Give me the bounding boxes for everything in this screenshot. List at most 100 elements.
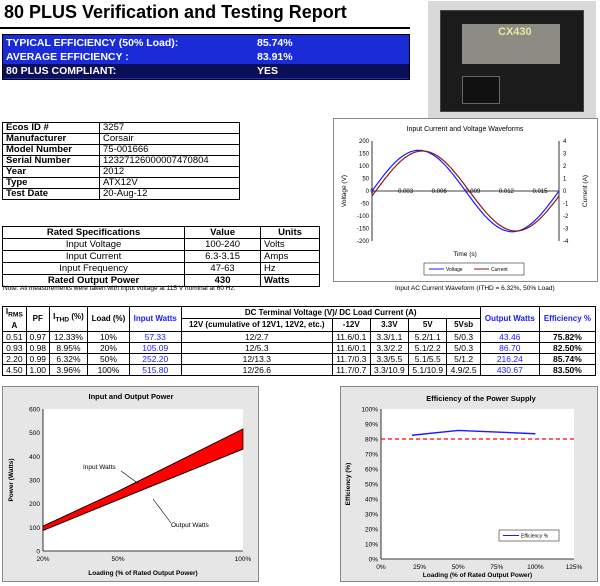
efficiency-summary-box: TYPICAL EFFICIENCY (50% Load): 85.74% AV… [2, 34, 410, 80]
cell-v12: 12/13.3 [180, 352, 333, 365]
y-tick-label: 0 [36, 549, 40, 556]
y2-tick-label: 4 [563, 139, 567, 145]
report-title: 80 PLUS Verification and Testing Report [4, 2, 347, 22]
table-row: Ecos ID #3257 [2, 122, 240, 134]
x-tick-label: 0.006 [432, 189, 448, 195]
x-tick-label: 0.012 [499, 189, 515, 195]
y-tick-label: 70% [365, 452, 378, 459]
table-header-row: Rated Specifications Value Units [1, 226, 320, 239]
table-row: Input Frequency 47-63 Hz [1, 262, 320, 275]
spec-value: 100-240 [184, 238, 262, 251]
y-tick-label: 400 [29, 454, 40, 461]
info-value: ATX12V [99, 177, 240, 189]
x-tick-label: 0% [376, 564, 386, 571]
typical-efficiency-label: TYPICAL EFFICIENCY (50% Load): [6, 37, 179, 49]
spec-unit: Hz [260, 262, 320, 275]
product-info-table: Ecos ID #3257 Manufacturer Corsair Model … [2, 122, 240, 200]
y2-tick-label: -1 [563, 202, 569, 208]
x-axis-label: Time (s) [453, 251, 477, 258]
series-line-efficiency [411, 429, 536, 436]
legend-label-current: Current [491, 267, 508, 273]
table-row: Test Date 20-Aug-12 [2, 188, 240, 200]
info-key: Ecos ID # [2, 122, 100, 134]
cell-irms: 0.93 [2, 341, 27, 354]
cell-v33: 3.3/10.9 [369, 363, 410, 376]
cell-input: 57.33 [128, 330, 182, 343]
table-row: Input Current 6.3-3.15 Amps [1, 250, 320, 263]
x-axis-label: Loading (% of Rated Output Power) [423, 572, 532, 579]
measurements-table: IRMS A PF ITHD (%) Load (%) Input Watts D… [2, 305, 597, 376]
x-tick-label: 0.015 [532, 189, 548, 195]
dc-col-5v: 5V [408, 318, 448, 332]
cell-v12: 12/26.6 [180, 363, 333, 376]
spec-value: 47-63 [184, 262, 262, 275]
cell-v33: 3.3/1.1 [369, 330, 410, 343]
table-row: 2.20 0.99 6.32% 50% 252.20 12/13.3 11.7/0.3 3.3… [2, 352, 597, 365]
cell-pf: 0.99 [25, 352, 50, 365]
y-tick-label: 600 [29, 407, 40, 414]
info-value: 3257 [99, 122, 240, 134]
title-divider [0, 27, 410, 29]
spec-name: Input Voltage [1, 238, 186, 251]
input-watts-header: Input Watts [128, 306, 182, 332]
y-tick-label: 100% [361, 407, 378, 414]
cell-ithd: 6.32% [48, 352, 89, 365]
annotation-input-watts: Input Watts [83, 464, 116, 471]
table-row: 0.93 0.98 8.95% 20% 105.09 12/5.3 11.6/0.1 3.3/… [2, 341, 597, 354]
spec-header: Value [184, 226, 262, 239]
y2-tick-label: 2 [563, 164, 567, 170]
cell-v5sb: 5/0.3 [446, 341, 481, 354]
cell-v5sb: 5/0.3 [446, 330, 481, 343]
cell-vm12: 11.7/0.7 [331, 363, 371, 376]
load-header: Load (%) [87, 306, 130, 332]
y-tick-label: 30% [365, 512, 378, 519]
cell-input: 105.09 [128, 341, 182, 354]
cell-output: 43.46 [479, 330, 540, 343]
series-line-input [42, 428, 244, 527]
cell-vm12: 11.7/0.3 [331, 352, 371, 365]
y-tick-label: -200 [357, 239, 370, 245]
psu-power-socket [462, 76, 500, 104]
y-tick-label: 10% [365, 542, 378, 549]
cell-v5: 5.1/5.5 [408, 352, 448, 365]
annotation-leader-output [152, 498, 172, 524]
output-watts-header: Output Watts [479, 306, 540, 332]
cell-eff: 82.50% [538, 341, 597, 354]
cell-output: 86.70 [479, 341, 540, 354]
y-tick-label: 90% [365, 422, 378, 429]
cell-v33: 3.3/5.5 [369, 352, 410, 365]
cell-input: 515.80 [128, 363, 182, 376]
ithd-main: I [53, 312, 56, 321]
cell-eff: 83.50% [538, 363, 597, 376]
y-tick-label: 50% [365, 482, 378, 489]
typical-efficiency-row: TYPICAL EFFICIENCY (50% Load): 85.74% [3, 36, 409, 50]
y2-tick-label: -3 [563, 227, 569, 233]
y-tick-label: 150 [359, 152, 370, 158]
waveform-chart: Input Current and Voltage Waveforms 200 15… [333, 118, 598, 282]
info-key: Test Date [2, 188, 100, 200]
irms-unit: A [11, 320, 18, 330]
y-tick-label: 100 [359, 164, 370, 170]
info-key: Year [2, 166, 100, 178]
cell-vm12: 11.6/0.1 [331, 330, 371, 343]
table-row: 4.50 1.00 3.96% 100% 515.80 12/26.6 11.7/0.7 3.… [2, 363, 597, 376]
spec-unit: Watts [260, 274, 320, 287]
y-tick-label: 80% [365, 437, 378, 444]
compliance-label: 80 PLUS COMPLIANT: [6, 65, 117, 77]
cell-pf: 0.98 [25, 341, 50, 354]
x-tick-label: 0 [370, 189, 374, 195]
legend-label-voltage: Voltage [446, 267, 463, 273]
dc-header: DC Terminal Voltage (V)/ DC Load Current… [180, 305, 481, 320]
spec-header: Units [260, 226, 320, 239]
ithd-unit: (%) [69, 312, 84, 321]
series-line-voltage [371, 149, 560, 233]
y2-tick-label: 3 [563, 152, 567, 158]
rated-specs-table: Rated Specifications Value Units Input V… [1, 226, 320, 287]
table-row: Type ATX12V [2, 177, 240, 189]
spec-value: 6.3-3.15 [184, 250, 262, 263]
spec-name: Input Frequency [1, 262, 186, 275]
waveform-svg: Input Current and Voltage Waveforms20015… [341, 126, 589, 276]
info-key: Manufacturer [2, 133, 100, 145]
y-tick-label: -150 [357, 227, 370, 233]
dc-col-12v: 12V (cumulative of 12V1, 12V2, etc.) [180, 318, 333, 332]
